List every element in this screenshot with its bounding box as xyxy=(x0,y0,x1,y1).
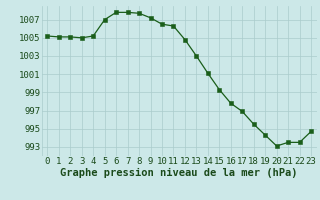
X-axis label: Graphe pression niveau de la mer (hPa): Graphe pression niveau de la mer (hPa) xyxy=(60,168,298,178)
